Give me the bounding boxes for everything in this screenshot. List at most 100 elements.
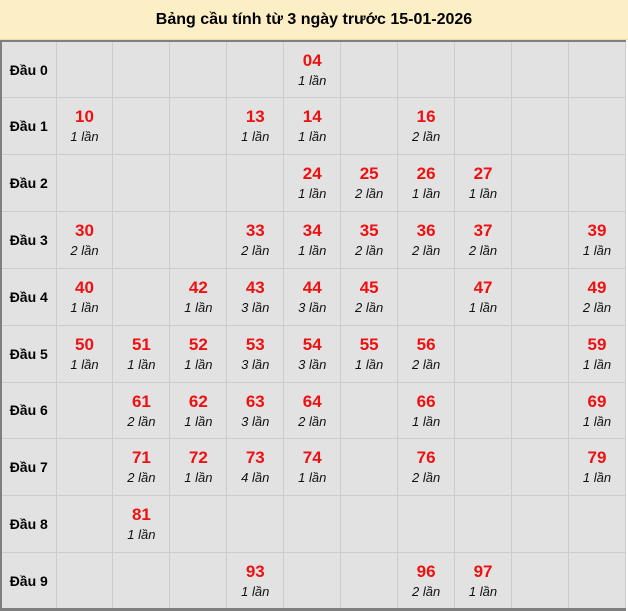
cell-number: 04 xyxy=(302,50,322,70)
number-cell-63: 63 3 lần xyxy=(226,381,285,440)
empty-cell-r1-c1 xyxy=(112,97,171,156)
number-cell-55: 55 1 lần xyxy=(340,324,399,383)
cell-count: 2 lần xyxy=(127,413,156,429)
empty-cell-r9-c1 xyxy=(112,552,171,610)
number-cell-14: 14 1 lần xyxy=(283,97,342,156)
cell-number: 76 xyxy=(416,448,436,468)
cell-count: 2 lần xyxy=(127,470,156,486)
cell-number: 54 xyxy=(302,334,322,354)
number-cell-52: 52 1 lần xyxy=(169,324,228,383)
table-row-dau-1: Đầu 1 10 1 lần 13 1 lần 14 1 lần 16 2 lần xyxy=(0,97,627,156)
cell-number: 63 xyxy=(245,391,265,411)
empty-cell-r9-c0 xyxy=(55,552,114,610)
cell-count: 2 lần xyxy=(411,356,441,372)
cell-count: 1 lần xyxy=(468,299,498,315)
cell-count: 2 lần xyxy=(70,242,99,258)
cell-count: 2 lần xyxy=(355,242,384,258)
cell-number: 16 xyxy=(416,107,436,127)
cell-count: 3 lần xyxy=(241,413,270,429)
number-cell-36: 36 2 lần xyxy=(397,211,456,269)
cell-number: 93 xyxy=(245,561,265,581)
number-cell-97: 97 1 lần xyxy=(454,552,512,610)
number-cell-10: 10 1 lần xyxy=(55,97,114,156)
number-cell-44: 44 3 lần xyxy=(283,267,342,326)
number-cell-04: 04 1 lần xyxy=(283,40,342,99)
cell-number: 81 xyxy=(131,505,151,525)
empty-cell-r2-c2 xyxy=(169,154,228,213)
number-cell-24: 24 1 lần xyxy=(283,154,342,213)
cell-number: 24 xyxy=(302,164,322,184)
table-row-dau-6: Đầu 6 61 2 lần 62 1 lần 63 3 lần 64 2 lần 66 1 lần… xyxy=(0,381,627,440)
cell-number: 49 xyxy=(587,277,607,297)
empty-cell-r0-c8 xyxy=(511,40,569,99)
bridge-stats-table-body: Đầu 0 04 1 lần Đầu 1 10 1 lần 13 1 lần 14 1 lần 16… xyxy=(0,40,627,610)
cell-count: 1 lần xyxy=(70,299,99,315)
number-cell-69: 69 1 lần xyxy=(567,381,627,440)
cell-count: 2 lần xyxy=(411,583,441,599)
empty-cell-r9-c8 xyxy=(511,552,569,610)
cell-number: 50 xyxy=(75,334,94,354)
empty-cell-r8-c3 xyxy=(226,495,285,554)
empty-cell-r8-c9 xyxy=(567,495,627,554)
empty-cell-r1-c5 xyxy=(340,97,399,156)
empty-cell-r8-c7 xyxy=(454,495,512,554)
empty-cell-r2-c1 xyxy=(112,154,171,213)
row-label-dau-1: Đầu 1 xyxy=(0,97,57,156)
cell-number: 96 xyxy=(416,561,436,581)
number-cell-40: 40 1 lần xyxy=(55,267,114,326)
number-cell-76: 76 2 lần xyxy=(397,438,456,497)
cell-count: 1 lần xyxy=(127,527,156,543)
cell-count: 1 lần xyxy=(582,413,612,429)
row-label-dau-9: Đầu 9 xyxy=(0,552,57,610)
cell-number: 43 xyxy=(245,277,265,297)
number-cell-61: 61 2 lần xyxy=(112,381,171,440)
number-cell-71: 71 2 lần xyxy=(112,438,171,497)
empty-cell-r8-c4 xyxy=(283,495,342,554)
empty-cell-r1-c9 xyxy=(567,97,627,156)
cell-count: 1 lần xyxy=(298,242,327,258)
cell-count: 2 lần xyxy=(468,242,498,258)
table-title: Bảng cầu tính từ 3 ngày trước 15-01-2026 xyxy=(0,0,628,40)
number-cell-72: 72 1 lần xyxy=(169,438,228,497)
number-cell-50: 50 1 lần xyxy=(55,324,114,383)
cell-number: 56 xyxy=(416,334,436,354)
empty-cell-r3-c8 xyxy=(511,211,569,269)
number-cell-73: 73 4 lần xyxy=(226,438,285,497)
empty-cell-r8-c6 xyxy=(397,495,456,554)
cell-number: 10 xyxy=(75,107,94,127)
table-row-dau-4: Đầu 4 40 1 lần 42 1 lần 43 3 lần 44 3 lần 45 2 lần… xyxy=(0,267,627,326)
number-cell-59: 59 1 lần xyxy=(567,324,627,383)
number-cell-51: 51 1 lần xyxy=(112,324,171,383)
cell-count: 1 lần xyxy=(582,356,612,372)
empty-cell-r8-c2 xyxy=(169,495,228,554)
table-row-dau-9: Đầu 9 93 1 lần 96 2 lần 97 1 lần xyxy=(0,552,627,610)
number-cell-56: 56 2 lần xyxy=(397,324,456,383)
empty-cell-r7-c7 xyxy=(454,438,512,497)
cell-count: 2 lần xyxy=(241,242,270,258)
empty-cell-r2-c3 xyxy=(226,154,285,213)
cell-count: 1 lần xyxy=(411,413,441,429)
cell-number: 47 xyxy=(473,277,493,297)
cell-number: 14 xyxy=(302,107,322,127)
empty-cell-r6-c5 xyxy=(340,381,399,440)
cell-number: 35 xyxy=(359,221,379,241)
cell-number: 39 xyxy=(587,221,607,241)
cell-number: 74 xyxy=(302,448,322,468)
cell-count: 1 lần xyxy=(184,299,213,315)
empty-cell-r3-c1 xyxy=(112,211,171,269)
cell-count: 2 lần xyxy=(355,299,384,315)
empty-cell-r6-c0 xyxy=(55,381,114,440)
empty-cell-r2-c0 xyxy=(55,154,114,213)
number-cell-93: 93 1 lần xyxy=(226,552,285,610)
cell-count: 2 lần xyxy=(411,242,441,258)
empty-cell-r9-c9 xyxy=(567,552,627,610)
cell-count: 3 lần xyxy=(241,299,270,315)
empty-cell-r5-c8 xyxy=(511,324,569,383)
cell-count: 3 lần xyxy=(298,299,327,315)
number-cell-42: 42 1 lần xyxy=(169,267,228,326)
cell-number: 33 xyxy=(245,221,265,241)
number-cell-26: 26 1 lần xyxy=(397,154,456,213)
row-label-dau-6: Đầu 6 xyxy=(0,381,57,440)
number-cell-39: 39 1 lần xyxy=(567,211,627,269)
cell-count: 1 lần xyxy=(298,470,327,486)
